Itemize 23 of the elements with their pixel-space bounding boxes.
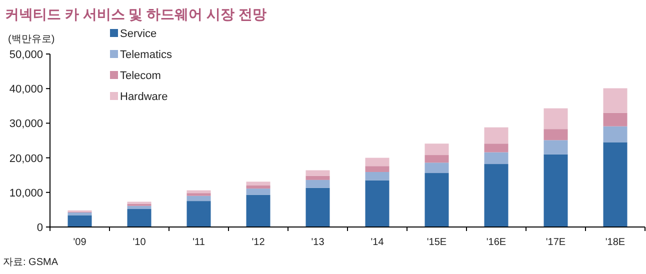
chart-title: 커넥티드 카 서비스 및 하드웨어 시장 전망 [5, 6, 266, 22]
x-tick-label: '18E [605, 237, 626, 248]
text: 자료: GSMA [3, 257, 58, 268]
x-tick-label: '16E [486, 237, 506, 248]
y-tick-label: 30,000 [9, 118, 43, 130]
x-tick-label: '13 [311, 237, 325, 248]
y-tick-label: 20,000 [9, 152, 43, 165]
y-tick-label: 50,000 [9, 49, 43, 61]
legend-label: Telecom [120, 70, 161, 82]
legend-label: Service [120, 28, 157, 40]
legend-label: Hardware [120, 91, 168, 103]
y-tick-label: 40,000 [9, 84, 43, 96]
x-tick-label: '10 [132, 237, 146, 248]
legend-label: Telematics [120, 49, 172, 61]
y-tick-label: 10,000 [9, 187, 43, 200]
x-tick-label: '17E [546, 237, 566, 248]
x-tick-label: '15E [426, 237, 447, 248]
x-tick-label: '14 [370, 237, 384, 248]
x-tick-label: '11 [192, 237, 206, 248]
y-axis-title: (백만유로) [8, 34, 55, 45]
x-tick-label: '09 [73, 237, 87, 248]
y-tick-label: 0 [36, 222, 43, 234]
x-tick-label: '12 [252, 237, 266, 248]
